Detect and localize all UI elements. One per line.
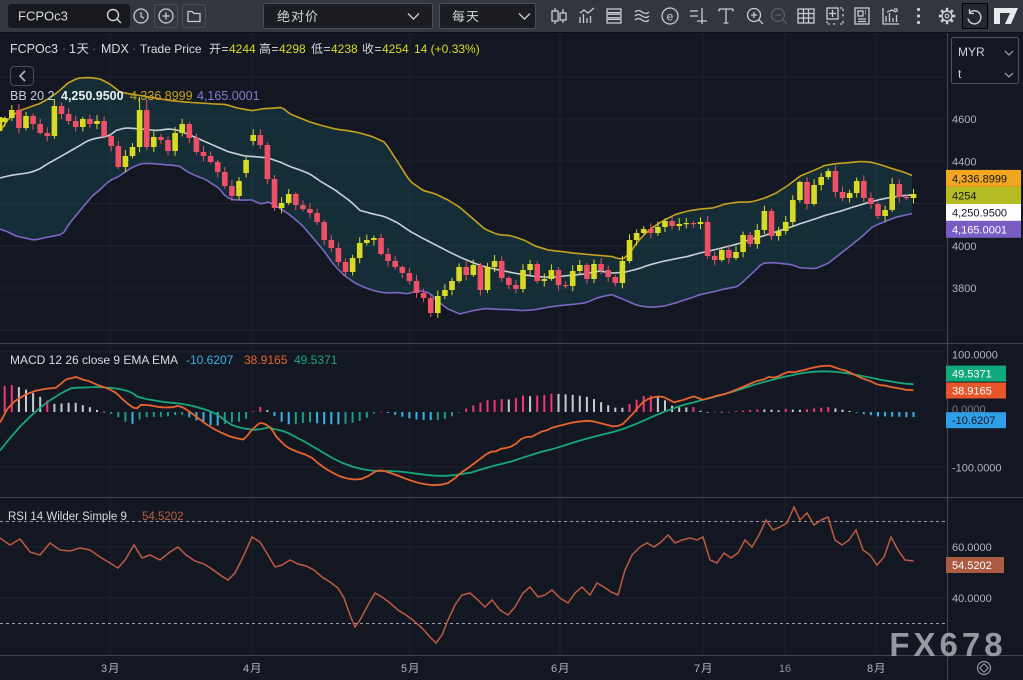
svg-text:4,165.0001: 4,165.0001 [197, 89, 260, 103]
svg-text:4,165.0001: 4,165.0001 [952, 224, 1007, 236]
svg-text:4,336.8999: 4,336.8999 [130, 89, 193, 103]
svg-text:RSI 14 Wilder Simple 9: RSI 14 Wilder Simple 9 [8, 511, 127, 523]
svg-text:MYR: MYR [958, 45, 985, 59]
svg-text:100.0000: 100.0000 [952, 350, 998, 362]
svg-text:e: e [667, 10, 674, 24]
svg-text:54.5202: 54.5202 [952, 560, 992, 572]
svg-text:3: 3 [101, 663, 107, 675]
svg-text:4298: 4298 [279, 42, 306, 56]
svg-text:FCPOc3: FCPOc3 [10, 42, 58, 56]
svg-text:t: t [958, 67, 962, 81]
svg-text:60.0000: 60.0000 [952, 542, 992, 554]
svg-text:MACD 12 26 close 9 EMA EMA: MACD 12 26 close 9 EMA EMA [10, 353, 178, 367]
svg-text:4,336.8999: 4,336.8999 [952, 173, 1007, 185]
svg-text:4: 4 [243, 663, 249, 675]
svg-text:4,250.9500: 4,250.9500 [61, 89, 124, 103]
svg-text:3800: 3800 [952, 283, 976, 295]
svg-text:4254: 4254 [952, 191, 976, 203]
svg-text:·: · [132, 42, 136, 56]
svg-text:BB 20 2: BB 20 2 [10, 89, 55, 103]
svg-text:40.0000: 40.0000 [952, 593, 992, 605]
svg-text:1: 1 [69, 42, 76, 56]
svg-text:4400: 4400 [952, 156, 976, 168]
svg-text:49.5371: 49.5371 [952, 369, 992, 381]
svg-text:4244: 4244 [229, 42, 256, 56]
svg-text:4,250.9500: 4,250.9500 [952, 208, 1007, 220]
svg-text:=: = [324, 42, 331, 56]
svg-text:4600: 4600 [952, 114, 976, 126]
svg-text:·: · [92, 42, 96, 56]
svg-text:-10.6207: -10.6207 [952, 415, 995, 427]
svg-text:4254: 4254 [382, 42, 409, 56]
svg-text:7: 7 [694, 663, 700, 675]
svg-text:-10.6207: -10.6207 [186, 353, 234, 367]
svg-text:49.5371: 49.5371 [294, 353, 338, 367]
svg-text:38.9165: 38.9165 [952, 386, 992, 398]
svg-text:38.9165: 38.9165 [244, 353, 288, 367]
svg-text:=: = [375, 42, 382, 56]
svg-text:6: 6 [551, 663, 557, 675]
svg-text:8: 8 [867, 663, 873, 675]
svg-text:=: = [222, 42, 229, 56]
svg-text:4000: 4000 [952, 241, 976, 253]
svg-text:5: 5 [401, 663, 407, 675]
svg-text:=: = [272, 42, 279, 56]
svg-text:·: · [62, 42, 66, 56]
svg-text:MDX: MDX [101, 42, 129, 56]
svg-text:FX678: FX678 [889, 626, 1006, 663]
svg-text:Trade Price: Trade Price [140, 42, 202, 56]
svg-text:4238: 4238 [331, 42, 358, 56]
svg-text:FCPOc3: FCPOc3 [18, 9, 68, 24]
svg-text:14 (+0.33%): 14 (+0.33%) [414, 42, 480, 56]
svg-text:54.5202: 54.5202 [142, 511, 184, 523]
svg-text:-100.0000: -100.0000 [952, 462, 1002, 474]
svg-text:16: 16 [779, 663, 791, 675]
